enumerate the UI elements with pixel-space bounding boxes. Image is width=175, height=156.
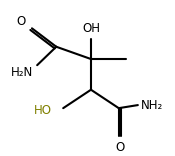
Text: OH: OH: [83, 22, 101, 35]
Text: H₂N: H₂N: [10, 66, 33, 79]
Text: HO: HO: [34, 104, 52, 117]
Text: O: O: [115, 141, 124, 154]
Text: O: O: [16, 15, 25, 28]
Text: NH₂: NH₂: [141, 99, 163, 112]
